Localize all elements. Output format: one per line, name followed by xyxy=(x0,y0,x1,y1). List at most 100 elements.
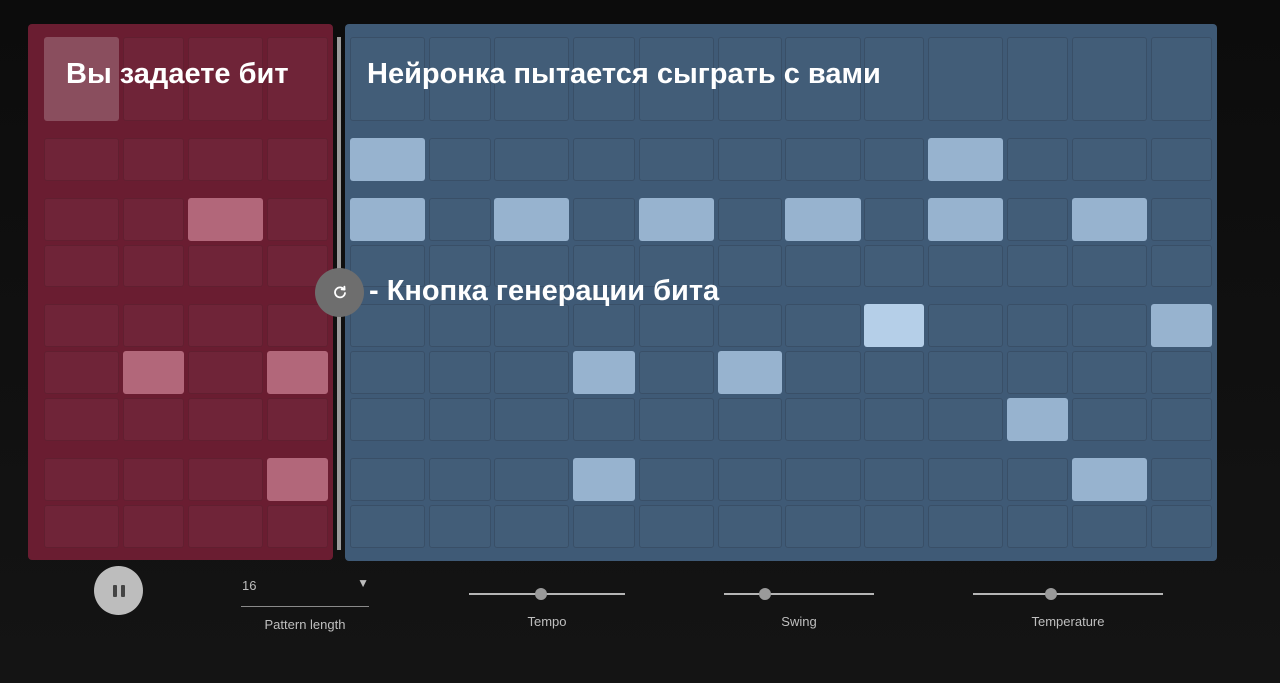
seed-cell-r7-c2[interactable] xyxy=(188,458,263,501)
active-gen-cell-r1-c8[interactable] xyxy=(928,138,1003,181)
gen-cell-r7-c9[interactable] xyxy=(1007,458,1068,501)
gen-cell-r7-c1[interactable] xyxy=(429,458,491,501)
gen-cell-r1-c6[interactable] xyxy=(785,138,861,181)
pattern-length-select[interactable]: 16 ▼ xyxy=(241,574,369,607)
gen-cell-r5-c2[interactable] xyxy=(494,351,569,394)
active-gen-cell-r2-c4[interactable] xyxy=(639,198,714,241)
gen-cell-r7-c8[interactable] xyxy=(928,458,1003,501)
play-pause-button[interactable] xyxy=(94,566,143,615)
gen-cell-r6-c7[interactable] xyxy=(864,398,924,441)
gen-cell-r0-c5[interactable] xyxy=(718,37,782,121)
gen-cell-r3-c11[interactable] xyxy=(1151,245,1212,287)
seed-cell-r7-c1[interactable] xyxy=(123,458,184,501)
gen-cell-r2-c1[interactable] xyxy=(429,198,491,241)
gen-cell-r4-c1[interactable] xyxy=(429,304,491,347)
gen-cell-r8-c6[interactable] xyxy=(785,505,861,548)
seed-cell-r3-c2[interactable] xyxy=(188,245,263,287)
gen-cell-r2-c5[interactable] xyxy=(718,198,782,241)
swing-slider[interactable] xyxy=(724,586,874,602)
gen-cell-r4-c10[interactable] xyxy=(1072,304,1147,347)
gen-cell-r0-c8[interactable] xyxy=(928,37,1003,121)
gen-cell-r4-c3[interactable] xyxy=(573,304,635,347)
gen-cell-r3-c2[interactable] xyxy=(494,245,569,287)
gen-cell-r6-c1[interactable] xyxy=(429,398,491,441)
gen-cell-r0-c0[interactable] xyxy=(350,37,425,121)
seed-cell-r7-c0[interactable] xyxy=(44,458,119,501)
gen-cell-r1-c3[interactable] xyxy=(573,138,635,181)
gen-cell-r8-c4[interactable] xyxy=(639,505,714,548)
gen-cell-r2-c9[interactable] xyxy=(1007,198,1068,241)
seed-cell-r2-c1[interactable] xyxy=(123,198,184,241)
seed-cell-r1-c1[interactable] xyxy=(123,138,184,181)
temperature-slider[interactable] xyxy=(973,586,1163,602)
active-gen-cell-r4-c7[interactable] xyxy=(864,304,924,347)
seed-cell-r4-c2[interactable] xyxy=(188,304,263,347)
gen-cell-r2-c11[interactable] xyxy=(1151,198,1212,241)
gen-cell-r4-c4[interactable] xyxy=(639,304,714,347)
gen-cell-r1-c7[interactable] xyxy=(864,138,924,181)
gen-cell-r5-c11[interactable] xyxy=(1151,351,1212,394)
gen-cell-r0-c4[interactable] xyxy=(639,37,714,121)
gen-cell-r8-c7[interactable] xyxy=(864,505,924,548)
gen-cell-r8-c8[interactable] xyxy=(928,505,1003,548)
gen-cell-r8-c10[interactable] xyxy=(1072,505,1147,548)
tempo-slider-thumb[interactable] xyxy=(534,588,547,600)
active-seed-cell-r7-c3[interactable] xyxy=(267,458,328,501)
gen-cell-r3-c1[interactable] xyxy=(429,245,491,287)
gen-cell-r1-c11[interactable] xyxy=(1151,138,1212,181)
active-gen-cell-r5-c3[interactable] xyxy=(573,351,635,394)
gen-cell-r8-c1[interactable] xyxy=(429,505,491,548)
gen-cell-r3-c5[interactable] xyxy=(718,245,782,287)
gen-cell-r7-c7[interactable] xyxy=(864,458,924,501)
seed-cell-r6-c3[interactable] xyxy=(267,398,328,441)
gen-cell-r0-c1[interactable] xyxy=(429,37,491,121)
seed-cell-r8-c3[interactable] xyxy=(267,505,328,548)
seed-cell-r0-c1[interactable] xyxy=(123,37,184,121)
seed-cell-r1-c3[interactable] xyxy=(267,138,328,181)
active-seed-cell-r2-c2[interactable] xyxy=(188,198,263,241)
gen-cell-r3-c8[interactable] xyxy=(928,245,1003,287)
gen-cell-r4-c6[interactable] xyxy=(785,304,861,347)
seed-cell-r0-c0[interactable] xyxy=(44,37,119,121)
seed-cell-r1-c2[interactable] xyxy=(188,138,263,181)
gen-cell-r4-c2[interactable] xyxy=(494,304,569,347)
seed-cell-r5-c0[interactable] xyxy=(44,351,119,394)
gen-cell-r3-c4[interactable] xyxy=(639,245,714,287)
gen-cell-r5-c9[interactable] xyxy=(1007,351,1068,394)
gen-cell-r6-c5[interactable] xyxy=(718,398,782,441)
gen-cell-r5-c6[interactable] xyxy=(785,351,861,394)
gen-cell-r8-c5[interactable] xyxy=(718,505,782,548)
seed-cell-r2-c0[interactable] xyxy=(44,198,119,241)
seed-cell-r1-c0[interactable] xyxy=(44,138,119,181)
gen-cell-r0-c6[interactable] xyxy=(785,37,861,121)
gen-cell-r8-c9[interactable] xyxy=(1007,505,1068,548)
seed-cell-r8-c0[interactable] xyxy=(44,505,119,548)
gen-cell-r3-c3[interactable] xyxy=(573,245,635,287)
regenerate-button[interactable] xyxy=(315,268,364,317)
gen-cell-r7-c6[interactable] xyxy=(785,458,861,501)
gen-cell-r7-c4[interactable] xyxy=(639,458,714,501)
active-gen-cell-r2-c8[interactable] xyxy=(928,198,1003,241)
seed-cell-r6-c1[interactable] xyxy=(123,398,184,441)
seed-cell-r6-c0[interactable] xyxy=(44,398,119,441)
gen-cell-r2-c7[interactable] xyxy=(864,198,924,241)
gen-cell-r6-c4[interactable] xyxy=(639,398,714,441)
gen-cell-r3-c7[interactable] xyxy=(864,245,924,287)
gen-cell-r0-c2[interactable] xyxy=(494,37,569,121)
seed-cell-r0-c2[interactable] xyxy=(188,37,263,121)
active-gen-cell-r2-c2[interactable] xyxy=(494,198,569,241)
seed-cell-r0-c3[interactable] xyxy=(267,37,328,121)
gen-cell-r6-c0[interactable] xyxy=(350,398,425,441)
gen-cell-r6-c8[interactable] xyxy=(928,398,1003,441)
gen-cell-r4-c5[interactable] xyxy=(718,304,782,347)
seed-cell-r4-c3[interactable] xyxy=(267,304,328,347)
gen-cell-r1-c10[interactable] xyxy=(1072,138,1147,181)
active-seed-cell-r5-c3[interactable] xyxy=(267,351,328,394)
gen-cell-r7-c5[interactable] xyxy=(718,458,782,501)
gen-cell-r4-c8[interactable] xyxy=(928,304,1003,347)
gen-cell-r8-c11[interactable] xyxy=(1151,505,1212,548)
gen-cell-r3-c6[interactable] xyxy=(785,245,861,287)
gen-cell-r6-c2[interactable] xyxy=(494,398,569,441)
seed-cell-r2-c3[interactable] xyxy=(267,198,328,241)
seed-cell-r4-c0[interactable] xyxy=(44,304,119,347)
